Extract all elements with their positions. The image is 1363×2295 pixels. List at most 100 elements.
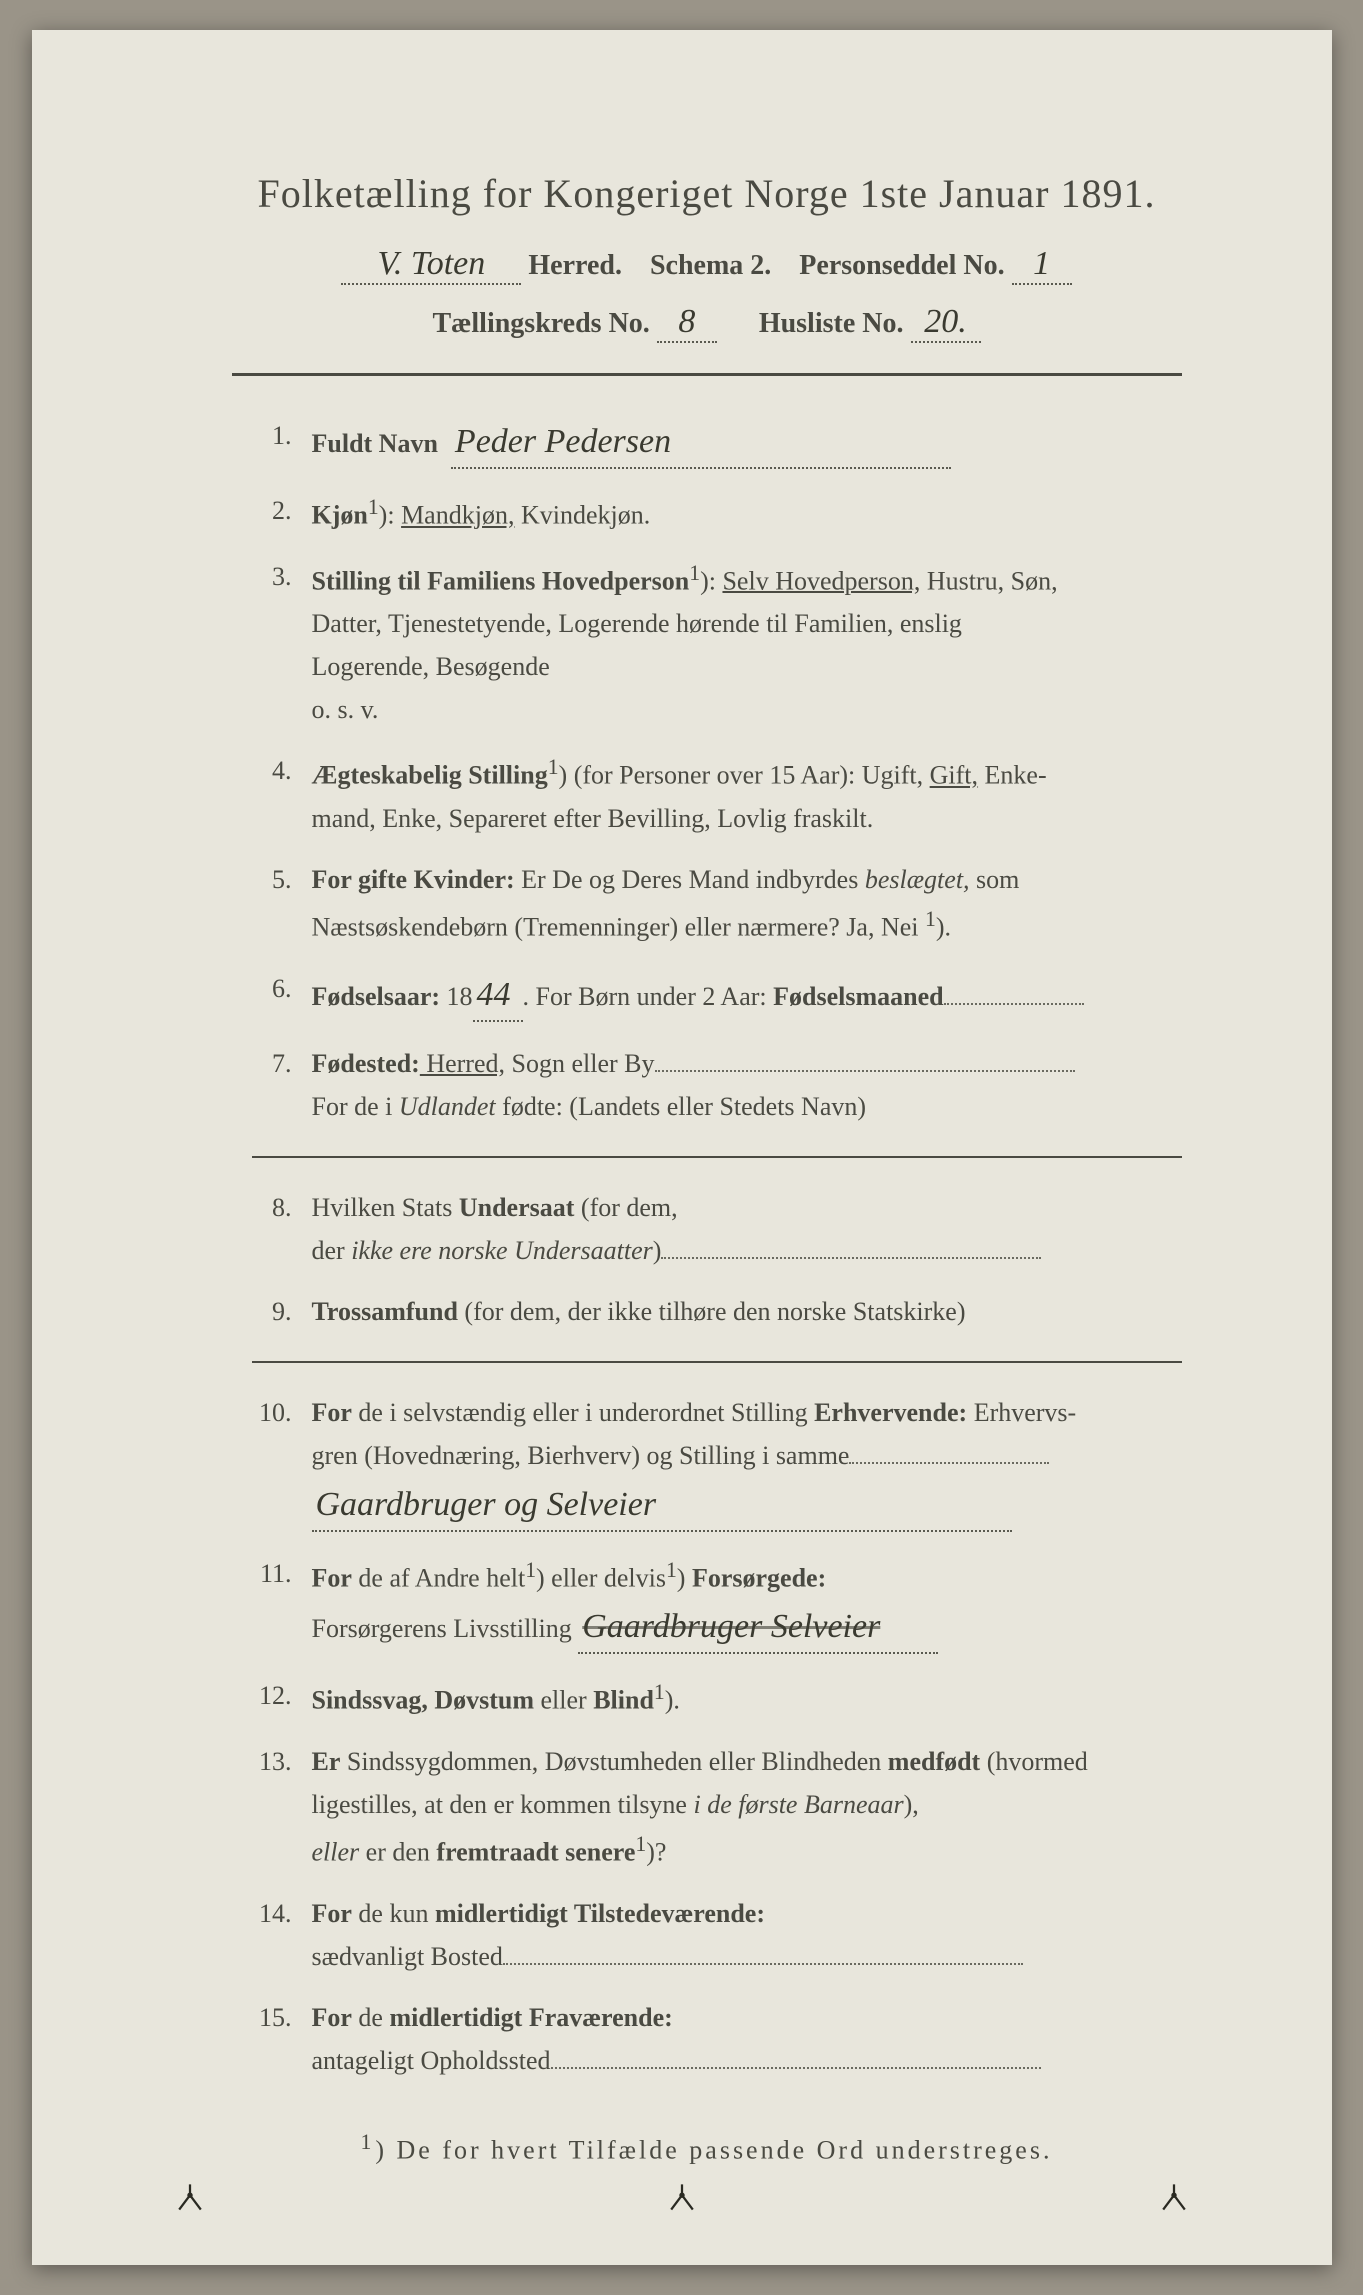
- text: ): [677, 1563, 692, 1592]
- underlined-option: Herred,: [420, 1049, 505, 1078]
- item-content: Trossamfund (for dem, der ikke tilhøre d…: [312, 1292, 1182, 1331]
- continuation: mand, Enke, Separeret efter Bevilling, L…: [312, 799, 1182, 838]
- footnote-text: ) De for hvert Tilfælde passende Ord und…: [375, 2135, 1052, 2164]
- text: er den: [359, 1838, 436, 1867]
- binding-mark-icon: [172, 2179, 208, 2215]
- item-content: Er Sindssygdommen, Døvstumheden eller Bl…: [312, 1742, 1182, 1872]
- binding-mark-icon: [1156, 2179, 1192, 2215]
- italic-text: beslægtet,: [865, 865, 970, 894]
- dotted-blank: [551, 2067, 1041, 2069]
- schema-label: Schema 2.: [650, 250, 771, 281]
- item-content: For de af Andre helt1) eller delvis1) Fo…: [312, 1554, 1182, 1655]
- item-13: 13. Er Sindssygdommen, Døvstumheden elle…: [252, 1742, 1182, 1872]
- continuation: gren (Hovednæring, Bierhverv) og Stillin…: [312, 1436, 1182, 1475]
- item-4: 4. Ægteskabelig Stilling1) (for Personer…: [252, 751, 1182, 838]
- item-content: Kjøn1): Mandkjøn, Kvindekjøn.: [312, 491, 1182, 535]
- continuation: Næstsøskendebørn (Tremenninger) eller næ…: [312, 903, 1182, 947]
- text: ) (for Personer over 15 Aar): Ugift,: [559, 761, 930, 790]
- text: Sindssygdommen, Døvstumheden eller Blind…: [340, 1747, 887, 1776]
- text: de kun: [352, 1899, 435, 1928]
- item-number: 6.: [252, 969, 312, 1022]
- field-label: Sindssvag, Døvstum: [312, 1686, 535, 1715]
- text: de af Andre helt: [352, 1563, 525, 1592]
- dotted-blank: [944, 1003, 1084, 1005]
- handwritten-line: Gaardbruger og Selveier: [312, 1479, 1182, 1532]
- field-label-pre: For: [312, 1563, 352, 1592]
- item-6: 6. Fødselsaar: 1844. For Børn under 2 Aa…: [252, 969, 1182, 1022]
- underlined-option: Mandkjøn,: [401, 501, 514, 530]
- continuation: sædvanligt Bosted: [312, 1937, 1182, 1976]
- personseddel-label: Personseddel No.: [799, 250, 1004, 281]
- footnote-ref: 1: [525, 1558, 536, 1582]
- census-form-page: Folketælling for Kongeriget Norge 1ste J…: [32, 30, 1332, 2265]
- field-label: Stilling til Familiens Hovedperson: [312, 566, 690, 595]
- text: ).: [936, 913, 951, 942]
- item-number: 9.: [252, 1292, 312, 1331]
- field-label: Forsørgede:: [692, 1563, 826, 1592]
- item-number: 12.: [252, 1676, 312, 1720]
- occupation-handwritten: Gaardbruger og Selveier: [312, 1479, 1012, 1532]
- name-handwritten: Peder Pedersen: [451, 416, 951, 469]
- continuation: o. s. v.: [312, 690, 1182, 729]
- footnote-ref: 1: [689, 561, 700, 585]
- text: ): [653, 1236, 662, 1265]
- text: ):: [700, 566, 722, 595]
- dotted-blank: [655, 1070, 1075, 1072]
- text: (for dem, der ikke tilhøre den norske St…: [458, 1297, 966, 1326]
- field-label: Erhvervende:: [814, 1398, 967, 1427]
- text: eller: [534, 1686, 593, 1715]
- underlined-option: Gift,: [930, 761, 978, 790]
- text: gren (Hovednæring, Bierhverv) og Stillin…: [312, 1441, 850, 1470]
- item-content: For gifte Kvinder: Er De og Deres Mand i…: [312, 860, 1182, 947]
- item-number: 8.: [252, 1188, 312, 1270]
- text: )?: [646, 1838, 666, 1867]
- husliste-label: Husliste No.: [759, 308, 904, 339]
- field-label: Kjøn: [312, 501, 368, 530]
- text: Næstsøskendebørn (Tremenninger) eller næ…: [312, 913, 926, 942]
- herred-label: Herred.: [528, 250, 622, 281]
- item-2: 2. Kjøn1): Mandkjøn, Kvindekjøn.: [252, 491, 1182, 535]
- text: Forsørgerens Livsstilling: [312, 1614, 572, 1643]
- item-11: 11. For de af Andre helt1) eller delvis1…: [252, 1554, 1182, 1655]
- field-label: Undersaat: [459, 1193, 575, 1222]
- item-8: 8. Hvilken Stats Undersaat (for dem, der…: [252, 1188, 1182, 1270]
- dotted-blank: [849, 1462, 1049, 1464]
- struck-handwritten: Gaardbruger Selveier: [578, 1601, 938, 1654]
- item-content: Fuldt Navn Peder Pedersen: [312, 416, 1182, 469]
- text: antageligt Opholdssted: [312, 2046, 551, 2075]
- field-label: Fødselsaar:: [312, 982, 441, 1011]
- continuation: ligestilles, at den er kommen tilsyne i …: [312, 1785, 1182, 1824]
- field-label: Blind: [593, 1686, 654, 1715]
- text: Erhvervs-: [967, 1398, 1076, 1427]
- item-content: Sindssvag, Døvstum eller Blind1).: [312, 1676, 1182, 1720]
- item-content: Ægteskabelig Stilling1) (for Personer ov…: [312, 751, 1182, 838]
- field-label: fremtraadt senere: [436, 1838, 635, 1867]
- text: Enke-: [978, 761, 1047, 790]
- footnote-ref: 1: [368, 495, 379, 519]
- continuation: Datter, Tjenestetyende, Logerende hørend…: [312, 604, 1182, 643]
- item-number: 13.: [252, 1742, 312, 1872]
- italic-text: ikke ere norske Undersaatter: [351, 1236, 653, 1265]
- text: der: [312, 1236, 352, 1265]
- item-14: 14. For de kun midlertidigt Tilstedevære…: [252, 1894, 1182, 1976]
- item-number: 10.: [252, 1393, 312, 1532]
- item-content: For de kun midlertidigt Tilstedeværende:…: [312, 1894, 1182, 1976]
- item-number: 7.: [252, 1044, 312, 1126]
- item-content: Stilling til Familiens Hovedperson1): Se…: [312, 557, 1182, 730]
- footnote-ref: 1: [654, 1680, 665, 1704]
- text: ) eller delvis: [536, 1563, 666, 1592]
- item-content: Fødested: Herred, Sogn eller By For de i…: [312, 1044, 1182, 1126]
- item-15: 15. For de midlertidigt Fraværende: anta…: [252, 1998, 1182, 2080]
- field-label: Ægteskabelig Stilling: [312, 761, 548, 790]
- text: ).: [665, 1686, 680, 1715]
- item-number: 11.: [252, 1554, 312, 1655]
- item-content: For de midlertidigt Fraværende: antageli…: [312, 1998, 1182, 2080]
- header-line-1: V. Toten Herred. Schema 2. Personseddel …: [232, 245, 1182, 285]
- continuation: Logerende, Besøgende: [312, 647, 1182, 686]
- divider-top: [232, 373, 1182, 376]
- item-3: 3. Stilling til Familiens Hovedperson1):…: [252, 557, 1182, 730]
- item-5: 5. For gifte Kvinder: Er De og Deres Man…: [252, 860, 1182, 947]
- item-number: 3.: [252, 557, 312, 730]
- text: ),: [904, 1790, 919, 1819]
- footnote-ref: 1: [925, 907, 936, 931]
